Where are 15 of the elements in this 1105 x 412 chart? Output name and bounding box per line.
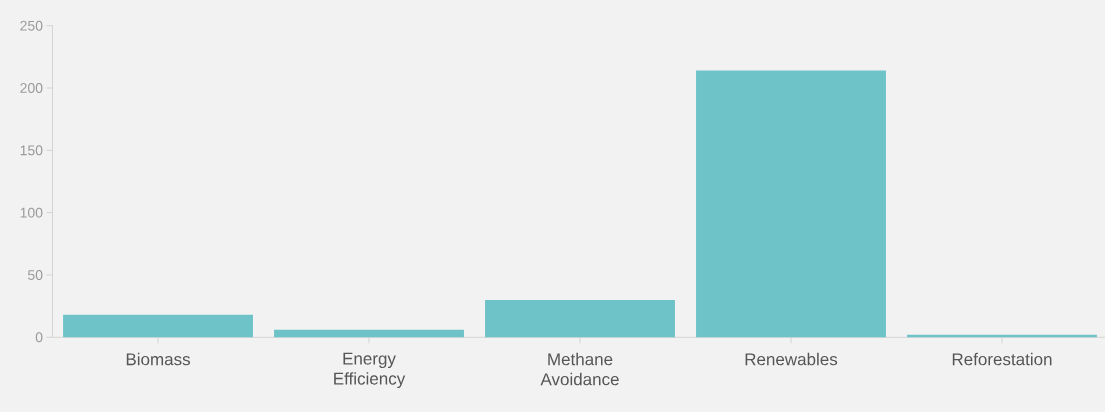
bar — [485, 299, 675, 338]
x-tick-label: Biomass — [126, 352, 190, 366]
y-tick-label: 0 — [35, 332, 43, 343]
y-tick-label: 150 — [20, 145, 43, 156]
y-tick-label: 200 — [20, 83, 43, 93]
x-tick-label: Renewables — [745, 352, 838, 366]
x-tick-label: Methane Avoidance — [540, 352, 619, 386]
x-tick-label: Energy Efficiency — [334, 352, 406, 389]
y-tick-label: 100 — [20, 207, 43, 218]
y-tick-label: 250 — [20, 20, 43, 31]
y-tick-label: 50 — [27, 270, 43, 280]
bar — [63, 314, 253, 338]
bar — [696, 70, 886, 338]
bar — [274, 329, 464, 338]
x-tick-label: Reforestation — [952, 352, 1052, 366]
